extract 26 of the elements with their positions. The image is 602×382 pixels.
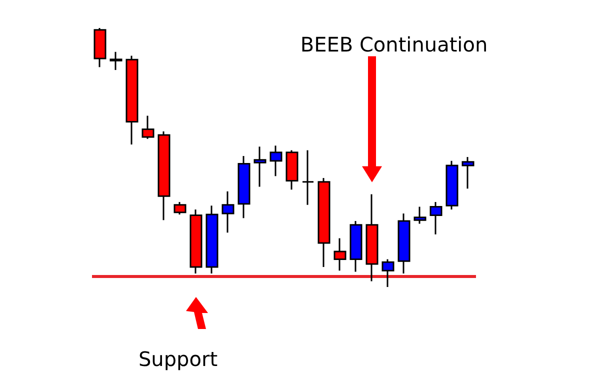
annotation: BEEB Continuation (300, 32, 488, 56)
text: Support (138, 347, 218, 371)
candlestick (430, 201, 442, 236)
candlestick (302, 150, 314, 206)
candlestick (414, 206, 426, 225)
candlestick (238, 155, 250, 219)
candlestick (350, 220, 362, 272)
candlestick (222, 190, 234, 234)
candlestick (462, 156, 474, 190)
candlestick (174, 201, 186, 216)
candlestick (110, 51, 122, 71)
candlestick (398, 212, 410, 274)
candlestick (334, 238, 346, 272)
candlestick (286, 150, 298, 190)
candlestick (190, 208, 202, 274)
candlestick (366, 194, 378, 282)
candlestick (206, 204, 218, 274)
candlestick (94, 27, 106, 68)
candlestick (126, 54, 138, 146)
candlestick (158, 130, 170, 221)
candlestick (382, 258, 394, 288)
candlestick (446, 160, 458, 210)
candlestick (254, 146, 266, 188)
candlestick (142, 115, 154, 140)
candlestick (270, 144, 282, 177)
candlestick (318, 177, 330, 268)
